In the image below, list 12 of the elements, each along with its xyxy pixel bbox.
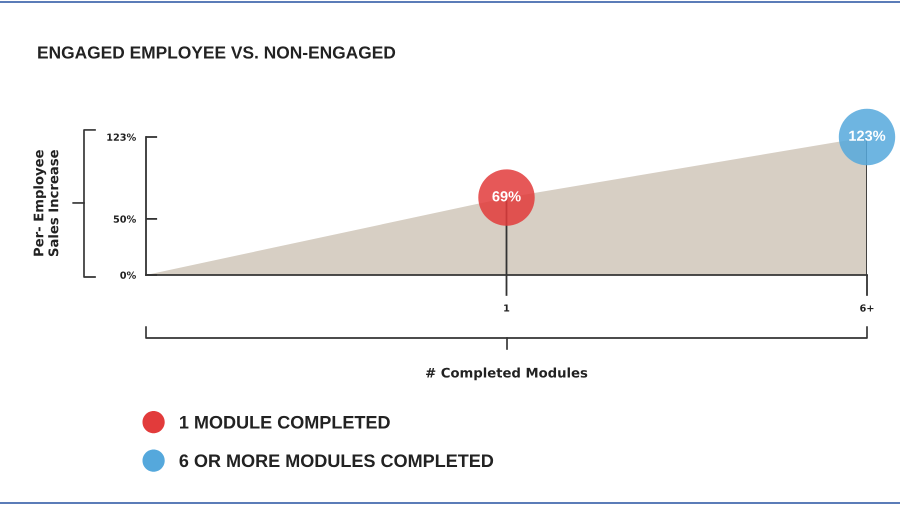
x-tick-label: 6+ [860,304,874,312]
x-tick-label: 1 [504,304,510,312]
y-tick-label: 123% [107,133,136,141]
y-tick-label: 0% [120,271,136,279]
legend-label: 6 OR MORE MODULES COMPLETED [180,454,494,468]
y-tick-label: 50% [114,215,136,223]
data-label: 123% [849,130,886,141]
chart-title: ENGAGED EMPLOYEE VS. NON-ENGAGED [38,46,396,59]
legend-label: 1 MODULE COMPLETED [180,416,390,429]
x-axis-title: # Completed Modules [426,367,588,380]
y-axis-title: Per- Employee Sales Increase [33,150,58,256]
data-label: 69% [492,191,521,202]
